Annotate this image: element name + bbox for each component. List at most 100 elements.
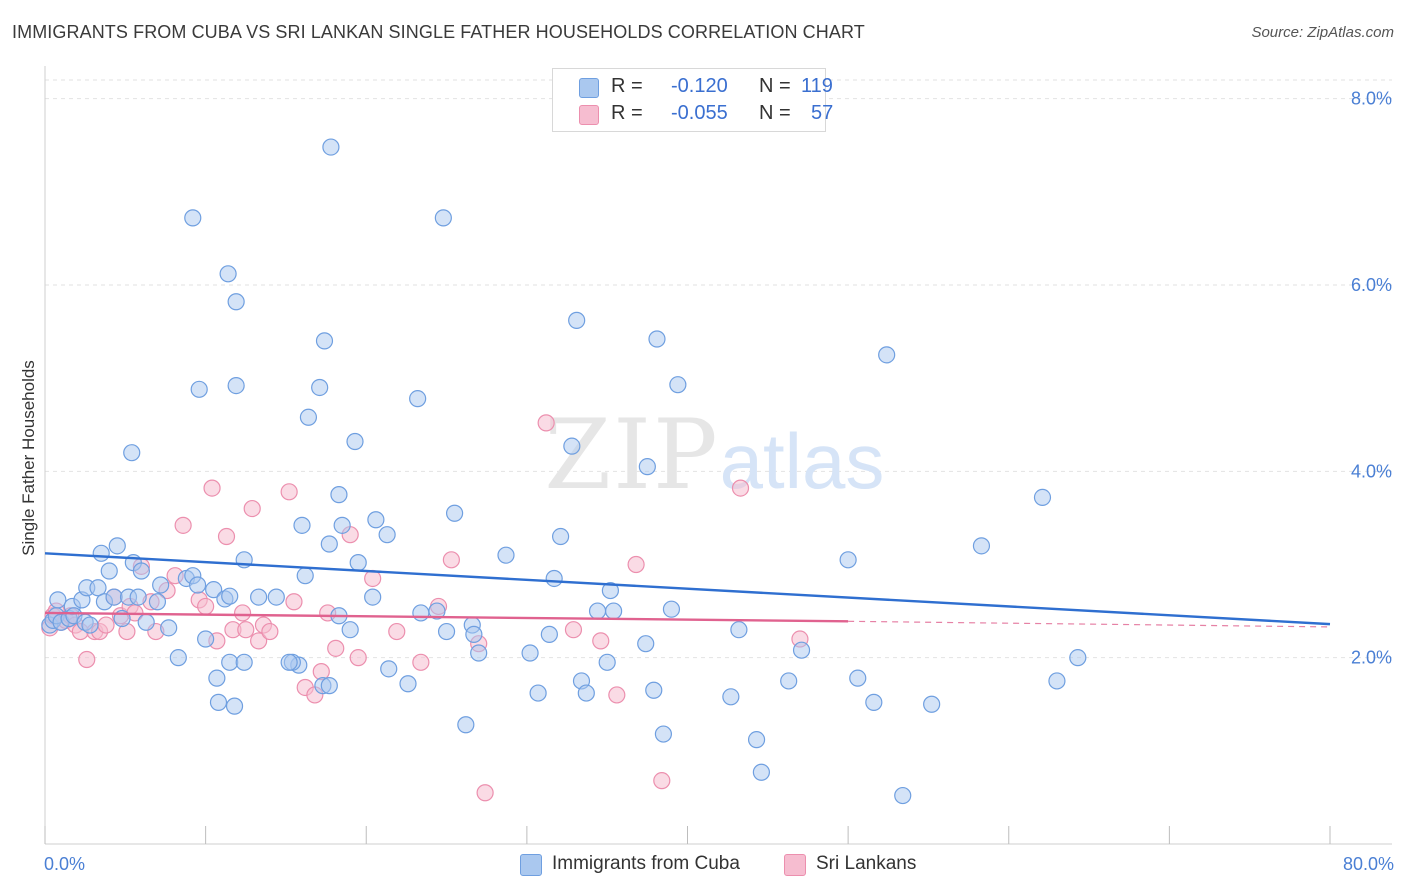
- sri-lankans-trend-line: [44, 611, 849, 623]
- cuba-point: [465, 625, 483, 643]
- cuba-point: [457, 716, 475, 734]
- legend-n-label: N =: [759, 102, 791, 124]
- cuba-point: [470, 644, 488, 662]
- cuba-point: [132, 562, 150, 580]
- cuba-point: [320, 677, 338, 695]
- sri-lankans-point: [174, 516, 192, 534]
- cuba-point: [563, 437, 581, 455]
- sri-lankans-point: [608, 686, 626, 704]
- legend-r-label: R =: [611, 75, 643, 97]
- cuba-point: [92, 544, 110, 562]
- cuba-point: [160, 619, 178, 637]
- source-credit: Source: ZipAtlas.com: [1251, 24, 1394, 41]
- cuba-point: [601, 581, 620, 600]
- sri-lankans-point: [280, 483, 298, 501]
- sri-lankans-point: [349, 649, 367, 667]
- series-sri-lankans: [41, 414, 809, 802]
- sri-lankans-point: [203, 479, 221, 497]
- cuba-trend-line: [44, 552, 1331, 626]
- cuba-point: [188, 576, 207, 594]
- sri-lankans-point: [250, 632, 268, 650]
- cuba-point: [152, 576, 170, 594]
- sri-lankans-point: [217, 527, 236, 546]
- sri-lankans-point: [537, 414, 555, 432]
- cuba-point: [1048, 672, 1066, 690]
- legend-n-label: N =: [759, 75, 791, 97]
- cuba-point: [108, 537, 126, 555]
- cuba-point: [330, 486, 348, 504]
- sri-lankans-trend-extension: [848, 620, 1331, 628]
- cuba-point: [662, 600, 681, 618]
- sri-lankans-point: [78, 650, 96, 669]
- sri-lankans-point: [233, 604, 252, 622]
- cuba-point: [654, 725, 673, 743]
- sri-lankans-point: [237, 621, 255, 639]
- sri-lankans-point: [653, 772, 671, 790]
- cuba-point: [497, 546, 515, 564]
- cuba-point: [184, 209, 202, 227]
- legend-n-value: 57: [811, 102, 834, 124]
- x-tick-label: 0.0%: [44, 854, 85, 874]
- cuba-point: [434, 209, 452, 227]
- cuba-point: [129, 588, 147, 606]
- cuba-point: [221, 587, 239, 605]
- cuba-point: [137, 613, 155, 631]
- cuba-point: [648, 330, 666, 348]
- cuba-point: [577, 684, 595, 702]
- cuba-point: [380, 660, 398, 678]
- sri-lankans-point: [261, 622, 279, 641]
- cuba-point: [280, 653, 298, 671]
- cuba-point: [792, 641, 811, 659]
- cuba-point: [637, 635, 655, 653]
- cuba-point: [638, 458, 656, 476]
- cuba-point: [296, 567, 314, 585]
- cuba-point: [333, 516, 351, 534]
- legend-swatch-pink: [579, 105, 599, 125]
- sri-lankans-point: [327, 639, 345, 657]
- cuba-point: [645, 681, 663, 699]
- bottom-legend-swatch-pink: [784, 854, 806, 876]
- cuba-point: [148, 593, 167, 611]
- watermark-zip: ZIP: [544, 399, 719, 511]
- watermark: ZIP atlas: [544, 399, 884, 511]
- cuba-point: [568, 311, 586, 329]
- trend-lines: [44, 552, 1331, 628]
- cuba-point: [529, 684, 547, 702]
- cuba-point: [190, 380, 208, 398]
- cuba-point: [752, 763, 770, 781]
- cuba-point: [894, 786, 912, 805]
- cuba-point: [250, 588, 268, 606]
- axes: [44, 66, 1392, 845]
- sri-lankans-point: [412, 653, 430, 671]
- cuba-point: [320, 535, 338, 553]
- cuba-point: [839, 551, 857, 569]
- sri-lankans-point: [243, 499, 261, 518]
- cuba-point: [349, 554, 367, 572]
- cuba-point: [169, 649, 187, 667]
- cuba-point: [235, 653, 253, 671]
- cuba-point: [605, 602, 623, 620]
- legend-n-value: 119: [801, 75, 833, 97]
- sri-lankans-point: [285, 593, 303, 611]
- cuba-point: [89, 579, 107, 597]
- cuba-point: [437, 622, 456, 641]
- cuba-point: [293, 516, 311, 534]
- cuba-point: [1033, 488, 1052, 507]
- y-tick-label: 6.0%: [1351, 275, 1392, 295]
- legend-r-value: -0.120: [671, 75, 728, 97]
- sri-lankans-point: [564, 621, 583, 639]
- cuba-point: [367, 511, 385, 529]
- cuba-point: [315, 332, 334, 350]
- bottom-legend-label: Immigrants from Cuba: [552, 853, 740, 874]
- cuba-point: [588, 602, 607, 620]
- cuba-point: [412, 604, 430, 622]
- sri-lankans-point: [627, 555, 645, 574]
- bottom-legend-label: Sri Lankans: [816, 853, 917, 874]
- sri-lankans-point: [197, 597, 215, 616]
- tick-labels: 2.0% 4.0% 6.0% 8.0% 0.0% 80.0%: [44, 89, 1394, 874]
- cuba-point: [598, 653, 616, 671]
- cuba-point: [545, 569, 563, 588]
- cuba-point: [299, 408, 318, 426]
- cuba-point: [209, 693, 228, 711]
